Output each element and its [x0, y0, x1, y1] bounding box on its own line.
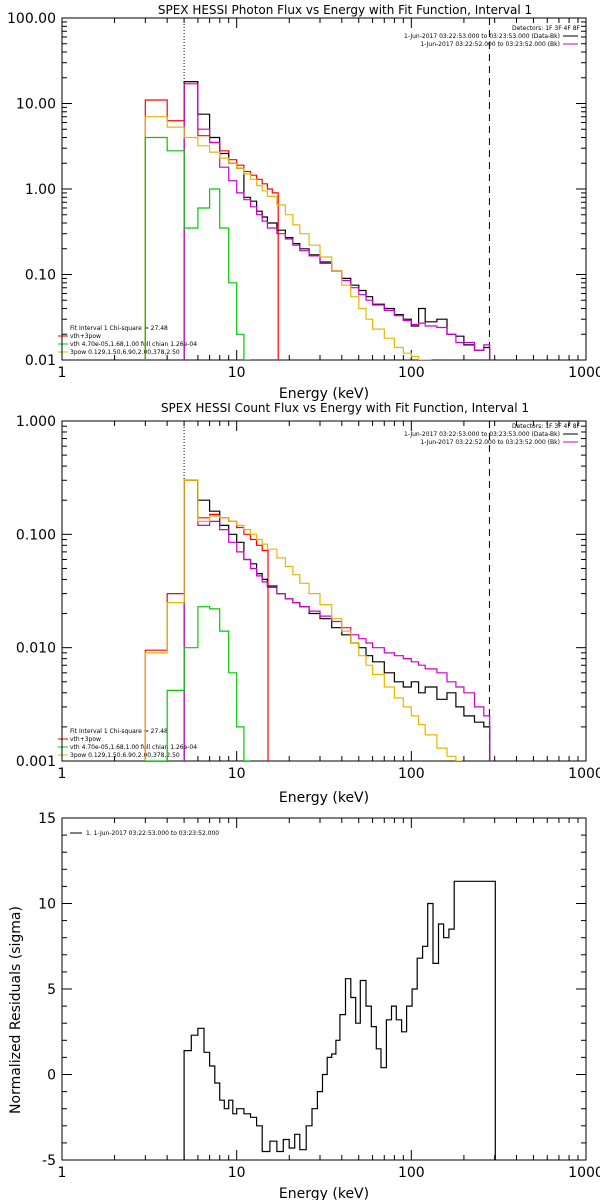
series-group: [144, 479, 491, 761]
y-tick-label: 0.001: [16, 754, 56, 770]
y-tick-label: 0.100: [16, 527, 56, 543]
y-tick-label: 10: [38, 897, 56, 913]
y-tick-label: 1.00: [25, 182, 56, 198]
legend-entry-fit: vth+3pow: [70, 736, 101, 743]
x-tick-label: 1: [58, 766, 67, 782]
legend-entry-vth: vth 4.70e-05,1.68,1.00 full chian 1.26e-…: [70, 341, 197, 348]
header-block: Detectors: 1F 3F 4F 8F 1-Jun-2017 03:22:…: [404, 423, 580, 446]
series-line-vth-3pow: [144, 81, 279, 360]
series-group: [183, 880, 496, 1160]
y-tick-label: 10.00: [16, 97, 56, 113]
series-line-vth-3pow: [144, 479, 269, 761]
series-line-bk: [183, 479, 491, 761]
header-bk-interval: 1-Jun-2017 03:22:52.000 to 03:23:52.000 …: [420, 41, 560, 48]
y-tick-label: 100.00: [7, 11, 56, 27]
legend: Fit Interval 1 Chi-square = 27.48 vth+3p…: [58, 325, 197, 356]
panel-residuals: 1. 1-Jun-2017 03:22:53.000 to 03:23:52.0…: [8, 811, 600, 1200]
series-line-data-bk: [183, 479, 491, 761]
series-line-3pow: [144, 116, 432, 360]
x-tick-label: 1000: [568, 365, 600, 381]
series-group: [144, 81, 491, 360]
header-data-interval: 1-Jun-2017 03:22:53.000 to 03:23:53.000 …: [404, 33, 560, 40]
y-tick-label: 0.10: [25, 268, 56, 284]
series-line-vth: [144, 136, 251, 360]
header-block: Detectors: 1F 3F 4F 8F 1-Jun-2017 03:22:…: [404, 25, 580, 48]
panel-count-flux: SPEX HESSI Count Flux vs Energy with Fit…: [16, 401, 600, 806]
y-tick-label: 5: [47, 982, 56, 998]
legend-entry-3pow: 3pow 0.129,1.50,6.90,2.00,378,2.50: [70, 349, 180, 356]
legend-fit-interval: Fit Interval 1 Chi-square = 27.48: [70, 728, 168, 735]
plot-frame: [61, 817, 587, 1161]
x-tick-label: 10: [228, 365, 246, 381]
x-tick-label: 100: [398, 766, 425, 782]
y-tick-label: 1.000: [16, 414, 56, 430]
legend-entry-residuals: 1. 1-Jun-2017 03:22:53.000 to 03:23:52.0…: [86, 830, 219, 837]
x-tick-label: 10: [228, 766, 246, 782]
series-line-data-bk: [183, 81, 491, 360]
legend-entry-vth: vth 4.70e-05,1.68,1.00 full chian 1.26e-…: [70, 744, 197, 751]
y-tick-label: 0: [47, 1068, 56, 1084]
panel-photon-flux: SPEX HESSI Photon Flux vs Energy with Fi…: [7, 3, 600, 402]
chart-title: SPEX HESSI Photon Flux vs Energy with Fi…: [158, 3, 532, 17]
series-line-bk: [183, 83, 491, 360]
x-axis-label: Energy (keV): [279, 386, 369, 402]
x-tick-label: 100: [398, 1165, 425, 1181]
legend-entry-3pow: 3pow 0.129,1.50,6.90,2.00,378,2.50: [70, 752, 180, 759]
series-line-3pow: [144, 479, 463, 761]
y-axis-label: Normalized Residuals (sigma): [8, 906, 24, 1114]
header-detectors: Detectors: 1F 3F 4F 8F: [512, 25, 581, 32]
legend: 1. 1-Jun-2017 03:22:53.000 to 03:23:52.0…: [70, 830, 219, 837]
x-tick-label: 10: [228, 1165, 246, 1181]
header-bk-interval: 1-Jun-2017 03:22:52.000 to 03:23:52.000 …: [420, 439, 560, 446]
series-line-1-1-jun-2017-03-22-53-00: [183, 880, 496, 1160]
x-axis-label: Energy (keV): [279, 790, 369, 806]
chart-title: SPEX HESSI Count Flux vs Energy with Fit…: [161, 401, 529, 415]
header-data-interval: 1-Jun-2017 03:22:53.000 to 03:23:53.000 …: [404, 431, 560, 438]
legend: Fit Interval 1 Chi-square = 27.48 vth+3p…: [58, 728, 197, 759]
legend-entry-fit: vth+3pow: [70, 333, 101, 340]
y-tick-label: 0.010: [16, 641, 56, 657]
series-line-vth: [144, 606, 251, 761]
x-tick-label: 100: [398, 365, 425, 381]
plot-frame: [61, 17, 587, 361]
y-tick-label: 0.01: [25, 353, 56, 369]
x-tick-label: 1000: [568, 1165, 600, 1181]
x-tick-label: 1: [58, 365, 67, 381]
x-tick-label: 1000: [568, 766, 600, 782]
plot-frame: [61, 420, 587, 762]
x-tick-label: 1: [58, 1165, 67, 1181]
x-axis-label: Energy (keV): [279, 1186, 369, 1200]
y-tick-label: 15: [38, 811, 56, 827]
legend-fit-interval: Fit Interval 1 Chi-square = 27.48: [70, 325, 168, 332]
y-tick-label: -5: [42, 1153, 56, 1169]
header-detectors: Detectors: 1F 3F 4F 8F: [512, 423, 581, 430]
